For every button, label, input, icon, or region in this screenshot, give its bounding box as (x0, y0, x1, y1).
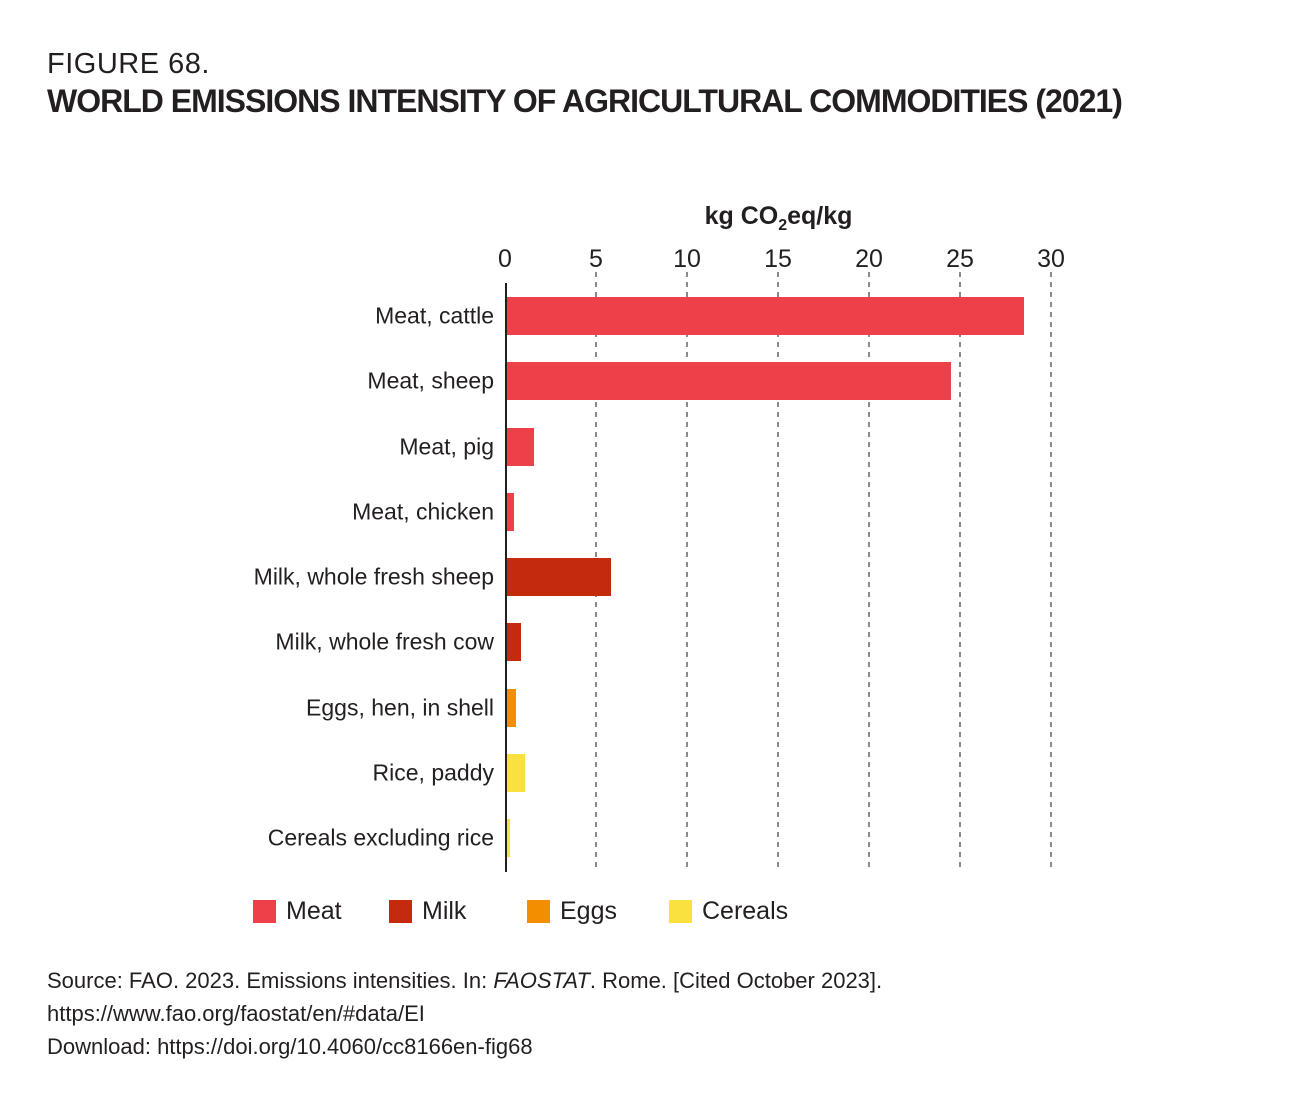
gridline-15 (777, 272, 779, 870)
x-tick-label-10: 10 (673, 245, 701, 273)
legend-item-milk: Milk (389, 897, 466, 926)
legend-item-meat: Meat (253, 897, 342, 926)
category-label: Rice, paddy (372, 759, 494, 786)
legend-label: Cereals (702, 897, 789, 925)
gridline-25 (959, 272, 961, 870)
source-note: Source: FAO. 2023. Emissions intensities… (47, 964, 882, 1063)
source-line-3: Download: https://doi.org/10.4060/cc8166… (47, 1034, 533, 1059)
x-tick-label-15: 15 (764, 245, 792, 273)
gridline-30 (1050, 272, 1052, 870)
bar (507, 558, 611, 596)
category-label: Meat, cattle (375, 302, 494, 329)
x-axis-title: kg CO2eq/kg (506, 202, 1051, 235)
category-label: Eggs, hen, in shell (306, 694, 494, 720)
bar (507, 753, 526, 792)
legend-swatch-meat (253, 900, 276, 923)
bar (507, 427, 535, 466)
figure-label: FIGURE 68. (47, 48, 210, 80)
legend-swatch-milk (389, 900, 412, 923)
x-axis-title-post: eq/kg (787, 202, 853, 230)
category-label: Milk, whole fresh cow (275, 628, 494, 655)
y-axis-line (505, 283, 507, 872)
legend-swatch-eggs (527, 900, 550, 923)
legend-label: Eggs (560, 897, 617, 925)
source-line-1-suffix: . Rome. [Cited October 2023]. (589, 968, 883, 993)
bar (507, 623, 522, 662)
category-label: Milk, whole fresh sheep (253, 563, 494, 590)
source-line-1: Source: FAO. 2023. Emissions intensities… (47, 964, 882, 997)
category-label: Meat, pig (399, 433, 494, 459)
category-label: Meat, chicken (352, 498, 494, 525)
category-label: Cereals excluding rice (267, 824, 494, 851)
bar (507, 819, 510, 857)
legend-swatch-cereals (669, 900, 692, 923)
gridline-10 (686, 272, 688, 870)
bar (507, 362, 951, 401)
gridline-20 (868, 272, 870, 870)
bar (507, 492, 515, 531)
legend-item-cereals: Cereals (669, 897, 788, 926)
x-tick-label-20: 20 (855, 245, 883, 273)
legend-label: Milk (422, 897, 467, 925)
source-line-2: https://www.fao.org/faostat/en/#data/EI (47, 1001, 425, 1026)
x-axis-title-pre: kg CO (704, 202, 779, 230)
bar (507, 688, 516, 727)
figure-title: WORLD EMISSIONS INTENSITY OF AGRICULTURA… (47, 83, 1123, 119)
x-tick-label-30: 30 (1037, 245, 1065, 273)
x-tick-label-5: 5 (589, 245, 603, 273)
legend-label: Meat (286, 897, 342, 925)
bar (507, 297, 1024, 335)
source-line-1-italic: FAOSTAT (493, 968, 590, 993)
x-axis-title-sub: 2 (778, 217, 788, 234)
source-line-1-text: Source: FAO. 2023. Emissions intensities… (47, 968, 494, 993)
legend-item-eggs: Eggs (527, 897, 617, 926)
x-tick-label-0: 0 (498, 245, 512, 273)
category-label: Meat, sheep (367, 367, 494, 394)
x-tick-label-25: 25 (946, 245, 974, 273)
